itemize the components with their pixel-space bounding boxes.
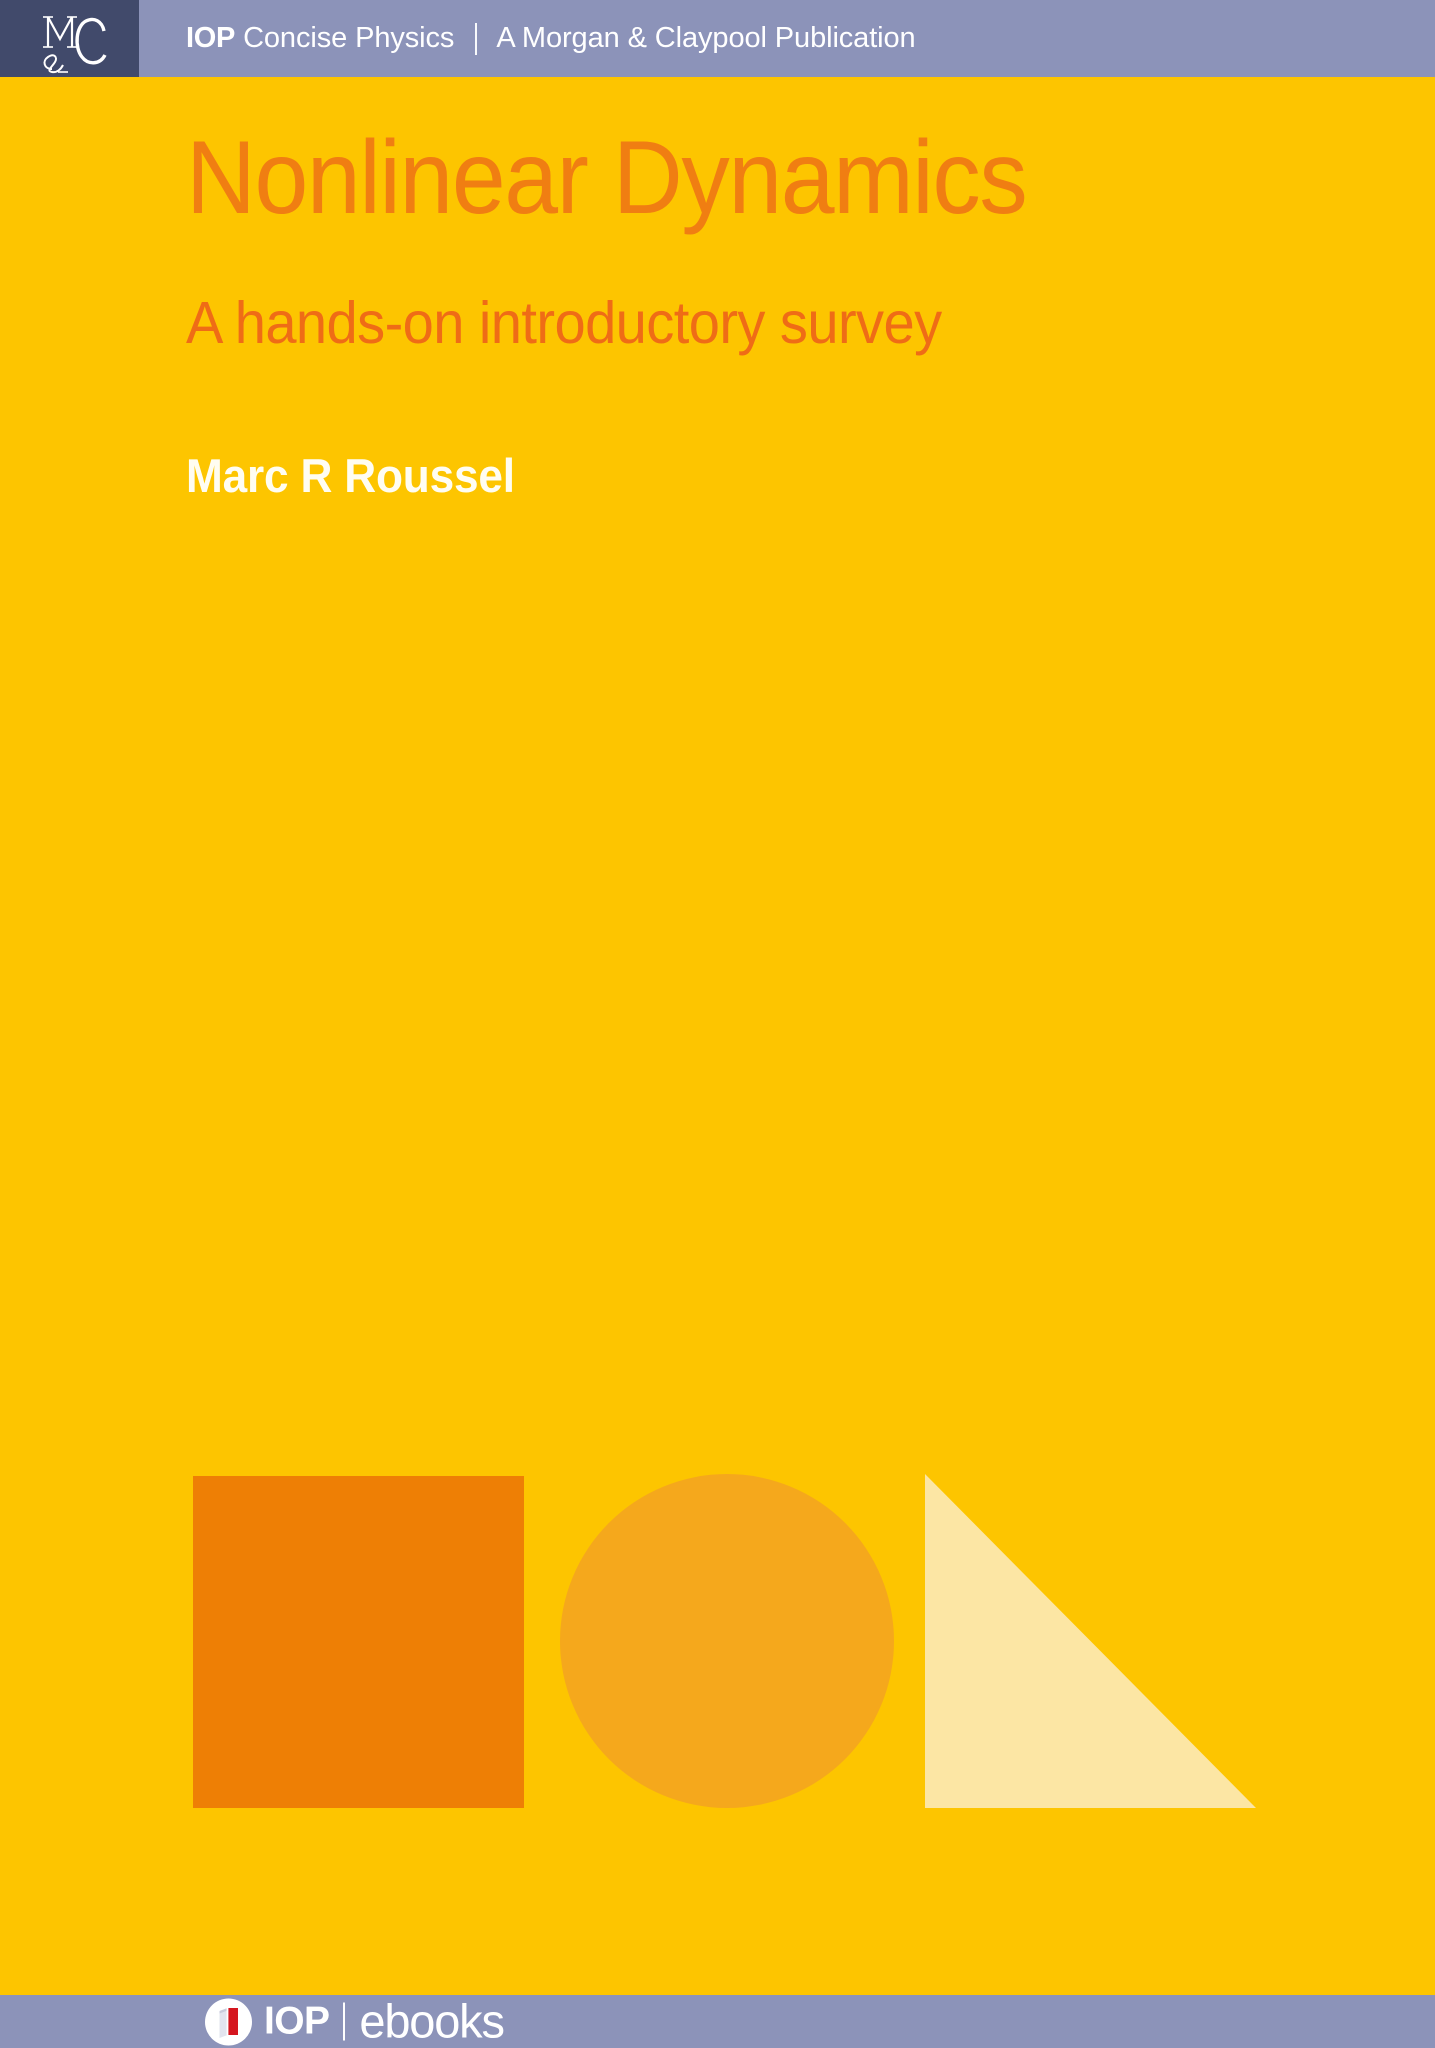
header-iop-label: IOP — [186, 22, 236, 54]
morgan-claypool-logo-block — [0, 0, 139, 77]
header-imprint-line: IOP Concise Physics A Morgan & Claypool … — [186, 0, 916, 77]
header-publisher-label: A Morgan & Claypool Publication — [496, 22, 916, 54]
header-band: IOP Concise Physics A Morgan & Claypool … — [0, 0, 1435, 77]
footer-band: IOP ebooks — [0, 1995, 1435, 2048]
decorative-square-shape — [193, 1476, 524, 1808]
iop-ebooks-logo: IOP ebooks — [205, 1994, 505, 2048]
header-divider — [475, 22, 478, 55]
footer-divider — [343, 2002, 346, 2041]
book-author: Marc R Roussel — [186, 449, 515, 502]
footer-ebooks-label: ebooks — [359, 1994, 505, 2048]
mc-monogram-icon — [43, 16, 107, 74]
decorative-triangle-shape — [925, 1474, 1256, 1808]
book-subtitle: A hands-on introductory survey — [186, 290, 942, 356]
decorative-circle-shape — [560, 1474, 894, 1808]
header-series-label: Concise Physics — [243, 22, 455, 54]
iop-book-icon — [205, 1998, 252, 2045]
footer-iop-label: IOP — [264, 1999, 330, 2043]
book-title: Nonlinear Dynamics — [186, 120, 1028, 236]
